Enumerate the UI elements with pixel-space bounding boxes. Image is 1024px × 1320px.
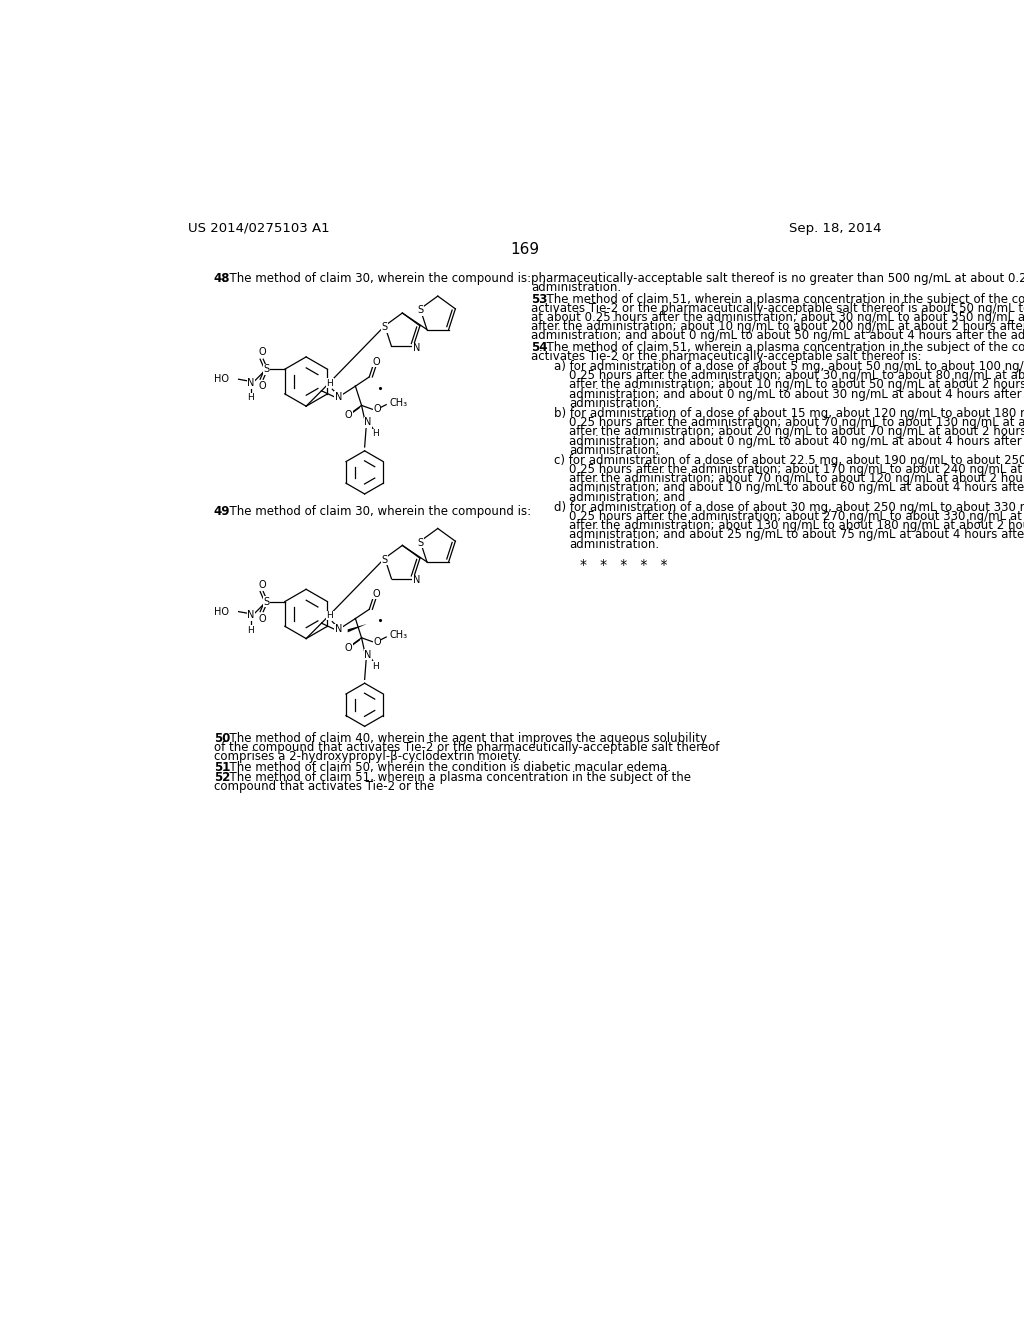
Text: S: S: [417, 305, 423, 315]
Text: after the administration; about 70 ng/mL to about 120 ng/mL at about 2 hours aft: after the administration; about 70 ng/mL…: [569, 473, 1024, 486]
Text: b) for administration of a dose of about 15 mg, about 120 ng/mL to about 180 ng/: b) for administration of a dose of about…: [554, 408, 1024, 420]
Text: H: H: [248, 393, 254, 403]
Text: N: N: [365, 649, 372, 660]
Text: pharmaceutically-acceptable salt thereof is no greater than 500 ng/mL at about 0: pharmaceutically-acceptable salt thereof…: [531, 272, 1024, 285]
Text: CH₃: CH₃: [389, 399, 408, 408]
Text: 50: 50: [214, 731, 230, 744]
Text: O: O: [259, 381, 266, 391]
Polygon shape: [348, 624, 367, 632]
Text: activates Tie-2 or the pharmaceutically-acceptable salt thereof is about 50 ng/m: activates Tie-2 or the pharmaceutically-…: [531, 302, 1024, 315]
Text: 0.25 hours after the administration; about 30 ng/mL to about 80 ng/mL at about 1: 0.25 hours after the administration; abo…: [569, 370, 1024, 383]
Text: N: N: [335, 392, 342, 403]
Text: 0.25 hours after the administration; about 170 ng/mL to about 240 ng/mL at about: 0.25 hours after the administration; abo…: [569, 463, 1024, 477]
Text: 54: 54: [531, 341, 548, 354]
Text: CH₃: CH₃: [389, 631, 408, 640]
Text: N: N: [247, 378, 255, 388]
Text: H: H: [372, 661, 379, 671]
Text: N: N: [413, 576, 420, 585]
Text: H: H: [248, 626, 254, 635]
Text: 169: 169: [510, 242, 540, 256]
Text: S: S: [382, 322, 388, 333]
Text: S: S: [263, 364, 269, 375]
Text: H: H: [372, 429, 379, 438]
Text: . The method of claim 50, wherein the condition is diabetic macular edema.: . The method of claim 50, wherein the co…: [221, 760, 671, 774]
Text: administration.: administration.: [569, 537, 659, 550]
Text: S: S: [382, 554, 388, 565]
Text: Sep. 18, 2014: Sep. 18, 2014: [788, 222, 882, 235]
Text: O: O: [345, 643, 352, 653]
Text: S: S: [417, 537, 423, 548]
Text: 48: 48: [214, 272, 230, 285]
Text: O: O: [345, 411, 352, 421]
Text: administration; and about 0 ng/mL to about 50 ng/mL at about 4 hours after the a: administration; and about 0 ng/mL to abo…: [531, 329, 1024, 342]
Text: administration; and: administration; and: [569, 491, 686, 503]
Text: after the administration; about 10 ng/mL to about 50 ng/mL at about 2 hours afte: after the administration; about 10 ng/mL…: [569, 379, 1024, 392]
Text: H: H: [327, 611, 334, 620]
Text: O: O: [373, 636, 381, 647]
Text: O: O: [259, 614, 266, 623]
Text: activates Tie-2 or the pharmaceutically-acceptable salt thereof is:: activates Tie-2 or the pharmaceutically-…: [531, 350, 922, 363]
Text: . The method of claim 30, wherein the compound is:: . The method of claim 30, wherein the co…: [221, 504, 530, 517]
Text: N: N: [413, 343, 420, 352]
Text: a) for administration of a dose of about 5 mg, about 50 ng/mL to about 100 ng/mL: a) for administration of a dose of about…: [554, 360, 1024, 374]
Text: administration; and about 25 ng/mL to about 75 ng/mL at about 4 hours after the: administration; and about 25 ng/mL to ab…: [569, 528, 1024, 541]
Text: 53: 53: [531, 293, 548, 306]
Text: comprises a 2-hydroxypropyl-β-cyclodextrin moiety.: comprises a 2-hydroxypropyl-β-cyclodextr…: [214, 750, 521, 763]
Text: S: S: [263, 597, 269, 607]
Text: administration;: administration;: [569, 396, 659, 409]
Text: 0.25 hours after the administration; about 70 ng/mL to about 130 ng/mL at about : 0.25 hours after the administration; abo…: [569, 416, 1024, 429]
Text: administration; and about 0 ng/mL to about 30 ng/mL at about 4 hours after the: administration; and about 0 ng/mL to abo…: [569, 388, 1024, 400]
Text: 51: 51: [214, 760, 230, 774]
Text: administration;: administration;: [569, 444, 659, 457]
Text: . The method of claim 51, wherein a plasma concentration in the subject of the: . The method of claim 51, wherein a plas…: [221, 771, 690, 784]
Text: at about 0.25 hours after the administration; about 30 ng/mL to about 350 ng/mL : at about 0.25 hours after the administra…: [531, 312, 1024, 323]
Text: after the administration; about 130 ng/mL to about 180 ng/mL at about 2 hours af: after the administration; about 130 ng/m…: [569, 519, 1024, 532]
Text: of the compound that activates Tie-2 or the pharmaceutically-acceptable salt the: of the compound that activates Tie-2 or …: [214, 741, 719, 754]
Text: administration.: administration.: [531, 281, 622, 294]
Text: HO: HO: [214, 607, 229, 616]
Text: O: O: [373, 404, 381, 414]
Text: *   *   *   *   *: * * * * *: [580, 558, 667, 572]
Text: . The method of claim 51, wherein a plasma concentration in the subject of the c: . The method of claim 51, wherein a plas…: [539, 293, 1024, 306]
Text: administration; and about 10 ng/mL to about 60 ng/mL at about 4 hours after the: administration; and about 10 ng/mL to ab…: [569, 482, 1024, 495]
Text: d) for administration of a dose of about 30 mg, about 250 ng/mL to about 330 ng/: d) for administration of a dose of about…: [554, 502, 1024, 515]
Text: compound that activates Tie-2 or the: compound that activates Tie-2 or the: [214, 780, 434, 793]
Text: H: H: [327, 379, 334, 388]
Text: . The method of claim 40, wherein the agent that improves the aqueous solubility: . The method of claim 40, wherein the ag…: [221, 731, 707, 744]
Text: 49: 49: [214, 504, 230, 517]
Text: after the administration; about 10 ng/mL to about 200 ng/mL at about 2 hours aft: after the administration; about 10 ng/mL…: [531, 321, 1024, 333]
Text: US 2014/0275103 A1: US 2014/0275103 A1: [188, 222, 330, 235]
Text: N: N: [365, 417, 372, 428]
Text: . The method of claim 30, wherein the compound is:: . The method of claim 30, wherein the co…: [221, 272, 530, 285]
Text: O: O: [373, 356, 380, 367]
Text: N: N: [247, 610, 255, 620]
Text: c) for administration of a dose of about 22.5 mg, about 190 ng/mL to about 250 n: c) for administration of a dose of about…: [554, 454, 1024, 467]
Text: O: O: [373, 589, 380, 599]
Text: O: O: [259, 347, 266, 358]
Text: 52: 52: [214, 771, 230, 784]
Text: after the administration; about 20 ng/mL to about 70 ng/mL at about 2 hours afte: after the administration; about 20 ng/mL…: [569, 425, 1024, 438]
Text: HO: HO: [214, 375, 229, 384]
Text: O: O: [259, 579, 266, 590]
Text: 0.25 hours after the administration; about 270 ng/mL to about 330 ng/mL at about: 0.25 hours after the administration; abo…: [569, 511, 1024, 523]
Text: N: N: [335, 624, 342, 635]
Text: administration; and about 0 ng/mL to about 40 ng/mL at about 4 hours after the: administration; and about 0 ng/mL to abo…: [569, 434, 1024, 447]
Text: . The method of claim 51, wherein a plasma concentration in the subject of the c: . The method of claim 51, wherein a plas…: [539, 341, 1024, 354]
